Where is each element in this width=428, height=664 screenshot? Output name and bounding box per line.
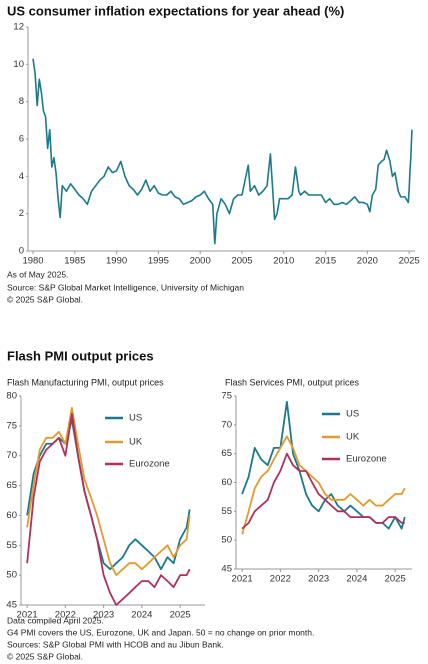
note: © 2025 S&P Global. <box>7 651 83 661</box>
y-tick-label: 50 <box>6 570 17 581</box>
x-tick-label: 1990 <box>106 256 127 267</box>
note: G4 PMI covers the US, Eurozone, UK and J… <box>7 627 314 637</box>
x-tick-label: 2010 <box>273 256 294 267</box>
x-tick-label: 2021 <box>232 574 253 585</box>
legend-label: UK <box>129 437 143 448</box>
data-line <box>241 452 405 530</box>
x-tick-label: 2023 <box>308 574 329 585</box>
x-tick-label: 2021 <box>17 610 38 621</box>
x-tick-label: 1995 <box>148 256 169 267</box>
x-tick-label: 2025 <box>170 610 191 621</box>
x-tick-label: 2022 <box>270 574 291 585</box>
note: Sources: S&P Global PMI with HCOB and au… <box>7 639 224 649</box>
section-title: Flash PMI output prices <box>7 348 154 363</box>
y-tick-label: 12 <box>13 22 24 33</box>
chart-subtitle: Flash Services PMI, output prices <box>225 377 360 387</box>
legend-label: US <box>129 413 142 424</box>
y-tick-label: 8 <box>19 96 24 107</box>
x-tick-label: 2025 <box>399 256 420 267</box>
y-tick-label: 45 <box>221 564 232 575</box>
y-tick-label: 70 <box>221 419 232 430</box>
y-tick-label: 65 <box>221 448 232 459</box>
chart-subtitle: Flash Manufacturing PMI, output prices <box>7 377 164 387</box>
y-tick-label: 55 <box>221 506 232 517</box>
y-tick-label: 0 <box>19 246 24 257</box>
data-line <box>241 435 406 535</box>
y-tick-label: 50 <box>221 535 232 546</box>
x-tick-label: 2025 <box>385 574 406 585</box>
y-tick-label: 60 <box>221 477 232 488</box>
y-tick-label: 75 <box>221 391 232 402</box>
y-tick-label: 80 <box>6 391 17 402</box>
x-tick-label: 2005 <box>231 256 252 267</box>
x-tick-label: 2023 <box>93 610 114 621</box>
x-tick-label: 1980 <box>22 256 43 267</box>
y-tick-label: 10 <box>13 59 24 70</box>
y-tick-label: 55 <box>6 540 17 551</box>
legend-label: Eurozone <box>346 454 387 465</box>
x-tick-label: 2015 <box>315 256 336 267</box>
note: Source: S&P Global Market Intelligence, … <box>7 282 244 292</box>
x-tick-label: 2022 <box>55 610 76 621</box>
y-tick-label: 45 <box>6 600 17 611</box>
x-tick-label: 1985 <box>64 256 85 267</box>
y-tick-label: 75 <box>6 420 17 431</box>
y-tick-label: 65 <box>6 480 17 491</box>
y-tick-label: 60 <box>6 510 17 521</box>
y-tick-label: 2 <box>19 208 24 219</box>
chart-title: US consumer inflation expectations for y… <box>7 3 344 18</box>
y-tick-label: 6 <box>19 134 24 145</box>
note: Data compiled April 2025. <box>7 615 104 625</box>
data-line <box>241 400 406 530</box>
data-line <box>32 58 413 245</box>
x-tick-label: 2024 <box>131 610 152 621</box>
note: © 2025 S&P Global. <box>7 294 83 304</box>
x-tick-label: 2020 <box>357 256 378 267</box>
y-tick-label: 70 <box>6 450 17 461</box>
note: As of May 2025. <box>7 269 68 279</box>
x-tick-label: 2024 <box>346 574 367 585</box>
legend-label: UK <box>346 432 360 443</box>
data-line <box>26 413 191 606</box>
y-tick-label: 4 <box>19 171 24 182</box>
data-line <box>26 407 191 577</box>
legend-label: Eurozone <box>129 459 170 470</box>
legend-label: US <box>346 409 359 420</box>
x-tick-label: 2000 <box>190 256 211 267</box>
